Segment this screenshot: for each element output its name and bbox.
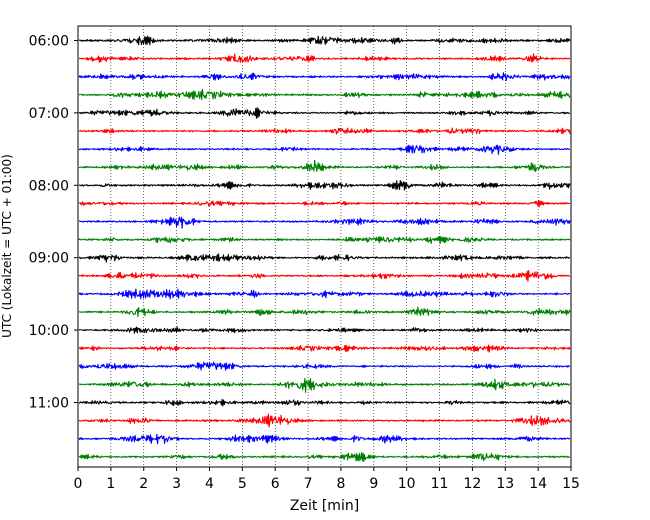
y-tick-label: 10:00 [29, 323, 69, 339]
seismogram-trace [78, 270, 571, 282]
trace-lines [78, 35, 571, 463]
seismogram-trace [78, 159, 571, 173]
seismogram-trace [78, 216, 571, 229]
seismogram-trace [78, 398, 571, 407]
seismogram-trace [78, 199, 571, 208]
seismogram-trace [78, 344, 571, 353]
y-tick-label: 11:00 [29, 396, 69, 412]
seismogram-trace [78, 53, 571, 63]
x-tick-label: 1 [106, 476, 115, 492]
seismogram-trace [78, 452, 571, 463]
x-tick-label: 9 [369, 476, 378, 492]
y-axis-label: UTC (Lokalzeit = UTC + 01:00) [0, 154, 14, 338]
plot-frame [77, 25, 572, 468]
y-tick-label: 06:00 [29, 34, 69, 50]
seismogram-trace [78, 235, 571, 245]
x-tick-label: 6 [271, 476, 280, 492]
seismogram-trace [78, 433, 571, 445]
x-tick-label: 5 [238, 476, 247, 492]
x-tick-label: 11 [431, 476, 449, 492]
seismogram-trace [78, 107, 571, 119]
seismogram-trace [78, 288, 571, 300]
x-tick-label: 14 [529, 476, 547, 492]
x-tick-label: 4 [205, 476, 214, 492]
seismogram-trace [78, 253, 571, 263]
seismogram-trace [78, 361, 571, 371]
seismogram-trace [78, 35, 571, 46]
seismogram-trace [78, 377, 571, 393]
x-tick-label: 13 [496, 476, 514, 492]
seismogram-trace [78, 179, 571, 191]
x-tick-label: 3 [172, 476, 181, 492]
x-tick-label: 0 [74, 476, 83, 492]
seismogram-trace [78, 326, 571, 334]
x-axis-label: Zeit [min] [290, 498, 359, 514]
seismogram-trace [78, 413, 571, 428]
y-tick-label: 07:00 [29, 106, 69, 122]
x-tick-label: 10 [398, 476, 416, 492]
seismogram-trace [78, 127, 571, 135]
seismogram-trace [78, 306, 571, 318]
plot-background [78, 26, 571, 467]
seismogram-trace [78, 88, 571, 101]
y-axis-ticks: 06:00 07:00 08:00 09:00 10:00 11:00 [29, 34, 78, 412]
x-axis-ticks: 0 1 2 3 4 5 6 7 8 9 10 11 12 13 14 15 [74, 467, 580, 492]
seismogram-trace [78, 72, 571, 82]
x-tick-label: 12 [463, 476, 481, 492]
x-tick-label: 8 [336, 476, 345, 492]
y-tick-label: 09:00 [29, 251, 69, 267]
x-tick-label: 15 [562, 476, 580, 492]
x-tick-label: 7 [304, 476, 313, 492]
y-tick-label: 08:00 [29, 178, 69, 194]
x-tick-label: 2 [139, 476, 148, 492]
seismogram-trace [78, 144, 571, 155]
